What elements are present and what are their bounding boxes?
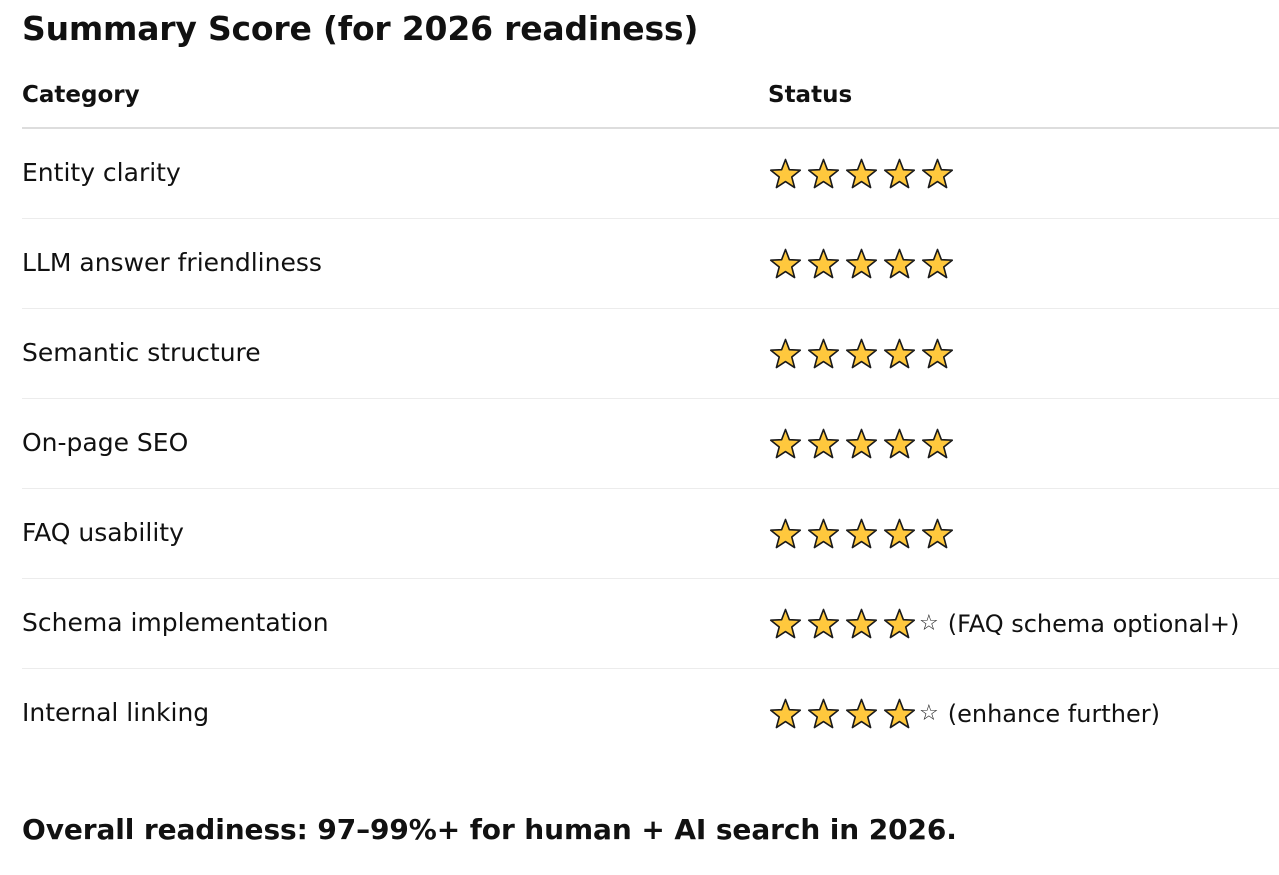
table-header-row: Category Status bbox=[22, 70, 1279, 129]
table-row: LLM answer friendliness bbox=[22, 219, 1279, 309]
star-icon bbox=[806, 158, 841, 190]
header-category: Category bbox=[22, 82, 140, 108]
row-category: Entity clarity bbox=[22, 158, 181, 187]
row-category: Semantic structure bbox=[22, 338, 261, 367]
star-icon bbox=[768, 518, 803, 550]
table-row: Entity clarity bbox=[22, 129, 1279, 219]
star-icon bbox=[844, 518, 879, 550]
row-status: ☆ (FAQ schema optional+) bbox=[768, 608, 1239, 640]
row-category: Schema implementation bbox=[22, 608, 329, 637]
header-status: Status bbox=[768, 82, 853, 108]
table-row: Schema implementation ☆ (FAQ schema opti… bbox=[22, 579, 1279, 669]
star-rating bbox=[768, 518, 955, 550]
row-category: LLM answer friendliness bbox=[22, 248, 322, 277]
overall-readiness: Overall readiness: 97–99%+ for human + A… bbox=[22, 813, 957, 846]
star-icon bbox=[768, 158, 803, 190]
star-rating bbox=[768, 428, 955, 460]
star-icon bbox=[806, 338, 841, 370]
table-row: Semantic structure bbox=[22, 309, 1279, 399]
star-icon bbox=[844, 338, 879, 370]
table-row: On-page SEO bbox=[22, 399, 1279, 489]
star-icon bbox=[882, 158, 917, 190]
page-title: Summary Score (for 2026 readiness) bbox=[22, 9, 699, 48]
star-icon bbox=[882, 518, 917, 550]
empty-star-icon: ☆ bbox=[919, 611, 939, 636]
row-status bbox=[768, 518, 955, 550]
star-icon bbox=[920, 518, 955, 550]
row-status: ☆ (enhance further) bbox=[768, 698, 1160, 730]
star-icon bbox=[920, 338, 955, 370]
star-icon bbox=[806, 428, 841, 460]
star-icon bbox=[806, 248, 841, 280]
row-status bbox=[768, 338, 955, 370]
star-icon bbox=[882, 428, 917, 460]
star-icon bbox=[806, 608, 841, 640]
row-status bbox=[768, 428, 955, 460]
star-icon bbox=[844, 608, 879, 640]
score-table: Category Status Entity clarity LLM answe… bbox=[22, 70, 1279, 758]
star-icon bbox=[882, 608, 917, 640]
star-icon bbox=[844, 248, 879, 280]
star-rating bbox=[768, 158, 955, 190]
star-rating bbox=[768, 608, 917, 640]
row-status bbox=[768, 248, 955, 280]
star-icon bbox=[920, 248, 955, 280]
row-category: Internal linking bbox=[22, 698, 210, 727]
status-note: (enhance further) bbox=[947, 700, 1160, 728]
star-icon bbox=[806, 518, 841, 550]
star-rating bbox=[768, 248, 955, 280]
star-icon bbox=[920, 428, 955, 460]
star-icon bbox=[768, 338, 803, 370]
star-rating bbox=[768, 338, 955, 370]
star-icon bbox=[806, 698, 841, 730]
row-status bbox=[768, 158, 955, 190]
star-icon bbox=[882, 338, 917, 370]
status-note: (FAQ schema optional+) bbox=[947, 610, 1240, 638]
star-icon bbox=[768, 698, 803, 730]
empty-star-icon: ☆ bbox=[919, 701, 939, 726]
star-icon bbox=[844, 428, 879, 460]
star-icon bbox=[882, 248, 917, 280]
table-row: Internal linking ☆ (enhance further) bbox=[22, 669, 1279, 758]
star-rating bbox=[768, 698, 917, 730]
star-icon bbox=[844, 158, 879, 190]
star-icon bbox=[768, 428, 803, 460]
row-category: FAQ usability bbox=[22, 518, 184, 547]
star-icon bbox=[844, 698, 879, 730]
row-category: On-page SEO bbox=[22, 428, 189, 457]
star-icon bbox=[920, 158, 955, 190]
star-icon bbox=[768, 608, 803, 640]
table-row: FAQ usability bbox=[22, 489, 1279, 579]
star-icon bbox=[882, 698, 917, 730]
star-icon bbox=[768, 248, 803, 280]
